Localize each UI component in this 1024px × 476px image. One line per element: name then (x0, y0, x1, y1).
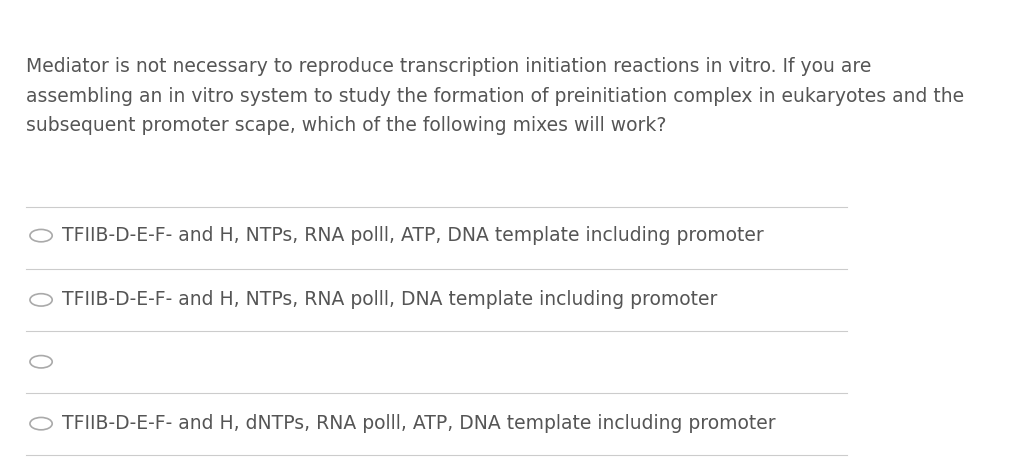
Text: Mediator is not necessary to reproduce transcription initiation reactions in vit: Mediator is not necessary to reproduce t… (26, 57, 964, 135)
Text: TFIIB-D-E-F- and H, NTPs, RNA polll, DNA template including promoter: TFIIB-D-E-F- and H, NTPs, RNA polll, DNA… (62, 290, 718, 309)
Text: TFIIB-D-E-F- and H, dNTPs, RNA polll, ATP, DNA template including promoter: TFIIB-D-E-F- and H, dNTPs, RNA polll, AT… (62, 414, 776, 433)
Text: TFIIB-D-E-F- and H, NTPs, RNA polll, ATP, DNA template including promoter: TFIIB-D-E-F- and H, NTPs, RNA polll, ATP… (62, 226, 764, 245)
